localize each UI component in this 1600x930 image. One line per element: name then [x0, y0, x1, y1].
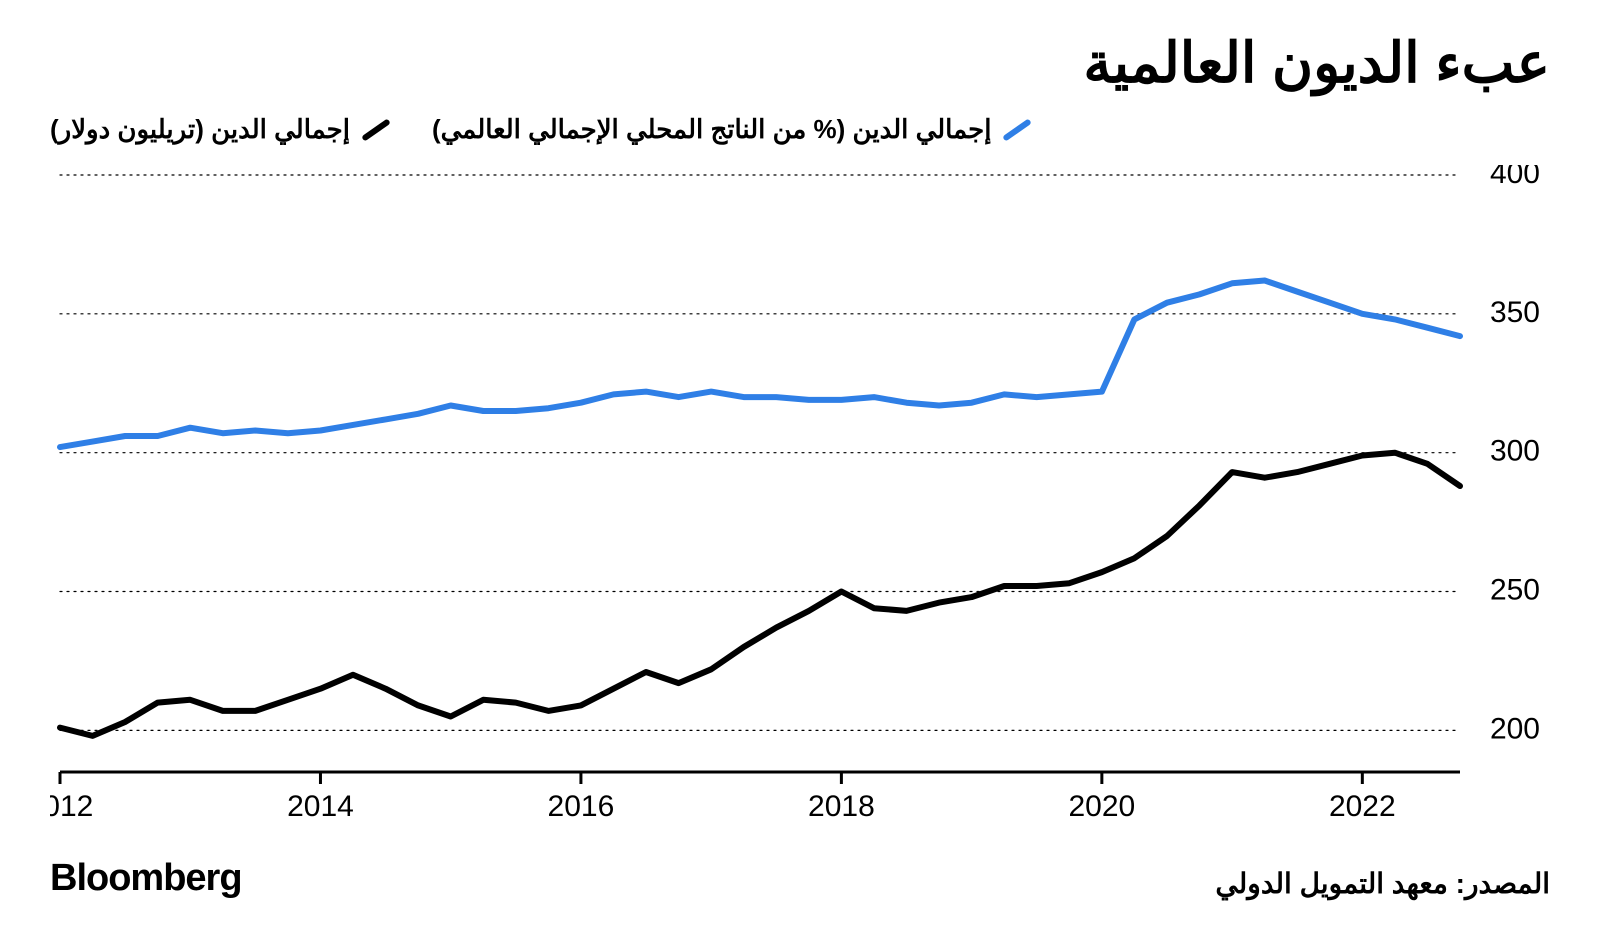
- chart-title: عبء الديون العالمية: [50, 30, 1550, 96]
- legend-item-2: إجمالي الدين (% من الناتج المحلي الإجمال…: [432, 114, 1033, 145]
- x-tick-label: 2022: [1329, 790, 1396, 823]
- brand-label: Bloomberg: [50, 857, 242, 900]
- series-line: [60, 281, 1460, 448]
- y-tick-label: 300: [1490, 435, 1540, 468]
- legend-label-2: إجمالي الدين (% من الناتج المحلي الإجمال…: [432, 114, 991, 145]
- source-label: المصدر: معهد التمويل الدولي: [1215, 867, 1550, 900]
- y-tick-label: 200: [1490, 712, 1540, 745]
- x-tick-label: 2012: [50, 790, 93, 823]
- x-tick-label: 2016: [548, 790, 615, 823]
- y-tick-label: 350: [1490, 296, 1540, 329]
- y-tick-label: 250: [1490, 573, 1540, 606]
- chart-area: 200 250 300 350 400 2012 2014 2016 2018 2020 2022: [50, 165, 1550, 827]
- footer: Bloomberg المصدر: معهد التمويل الدولي: [50, 857, 1550, 900]
- legend-label-1: إجمالي الدين (تريليون دولار): [50, 114, 350, 145]
- legend-item-1: إجمالي الدين (تريليون دولار): [50, 114, 392, 145]
- legend-swatch-1: [361, 118, 391, 141]
- x-tick-label: 2020: [1068, 790, 1135, 823]
- y-tick-label: 400: [1490, 165, 1540, 190]
- legend: إجمالي الدين (تريليون دولار) إجمالي الدي…: [50, 114, 1550, 145]
- series-line: [60, 453, 1460, 736]
- x-tick-label: 2014: [287, 790, 354, 823]
- line-chart-svg: 200 250 300 350 400 2012 2014 2016 2018 2020 2022: [50, 165, 1550, 827]
- legend-swatch-2: [1003, 118, 1033, 141]
- x-tick-label: 2018: [808, 790, 875, 823]
